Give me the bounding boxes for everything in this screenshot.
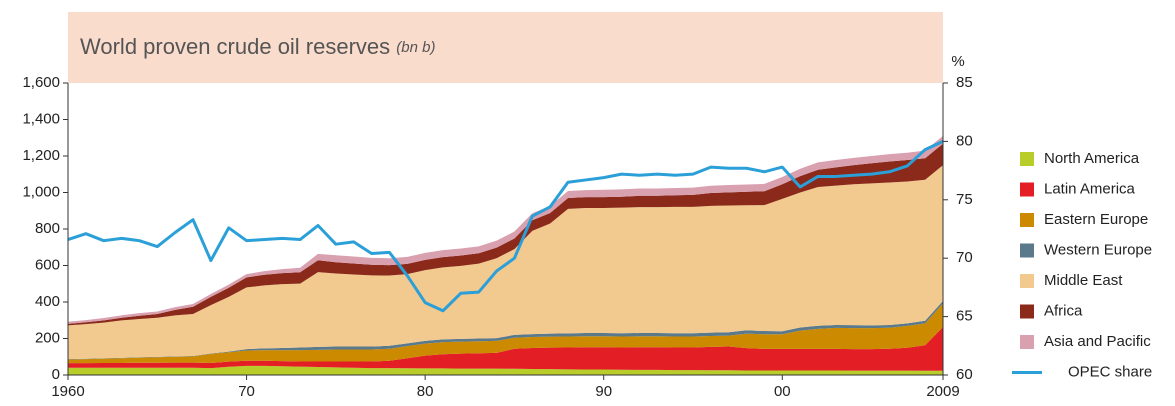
x-tick-label: 90 [595, 383, 612, 400]
title-text: World proven crude oil reserves [80, 34, 390, 59]
y2-tick-label: 85 [956, 74, 973, 91]
y2-tick-label: 60 [956, 366, 973, 383]
legend-swatch [1020, 182, 1034, 197]
y2-tick-label: 70 [956, 249, 973, 266]
y-tick-label: 0 [52, 366, 60, 383]
title-unit: (bn b) [396, 39, 435, 56]
chart-title: World proven crude oil reserves (bn b) [80, 34, 435, 59]
legend-label: Western Europe [1044, 241, 1152, 258]
y-tick-label: 1,400 [22, 110, 60, 127]
x-tick-label: 2009 [926, 383, 959, 400]
area [68, 165, 943, 360]
y-tick-label: 200 [35, 329, 60, 346]
legend-label: Latin America [1044, 180, 1136, 197]
legend-label: Asia and Pacific [1044, 333, 1151, 350]
legend-swatch [1020, 152, 1034, 166]
y2-tick-label: 80 [956, 132, 973, 149]
legend-swatch [1020, 304, 1034, 319]
y-tick-label: 1,600 [22, 74, 60, 91]
y-tick-label: 400 [35, 293, 60, 310]
x-tick-label: 00 [774, 383, 791, 400]
legend-label: Middle East [1044, 272, 1123, 289]
legend-swatch [1020, 274, 1034, 288]
area [68, 365, 943, 375]
opec-line [67, 140, 944, 313]
legend-swatch [1020, 243, 1034, 258]
y-tick-label: 1,000 [22, 183, 60, 200]
legend-label: Africa [1044, 302, 1083, 319]
y2-axis-label: % [951, 53, 964, 70]
x-tick-label: 70 [238, 383, 255, 400]
legend-swatch [1020, 335, 1034, 349]
title-band [68, 12, 943, 83]
y-tick-label: 1,200 [22, 147, 60, 164]
legend-swatch [1020, 213, 1034, 227]
y2-tick-label: 75 [956, 191, 973, 208]
legend-label: North America [1044, 150, 1140, 167]
y-tick-label: 600 [35, 256, 60, 273]
legend-label: OPEC share [1068, 363, 1152, 380]
legend-label: Eastern Europe [1044, 211, 1148, 228]
area [68, 327, 943, 371]
x-tick-label: 1960 [51, 383, 84, 400]
y-tick-label: 800 [35, 220, 60, 237]
y2-tick-label: 65 [956, 308, 973, 325]
x-tick-label: 80 [417, 383, 434, 400]
area [68, 143, 943, 326]
